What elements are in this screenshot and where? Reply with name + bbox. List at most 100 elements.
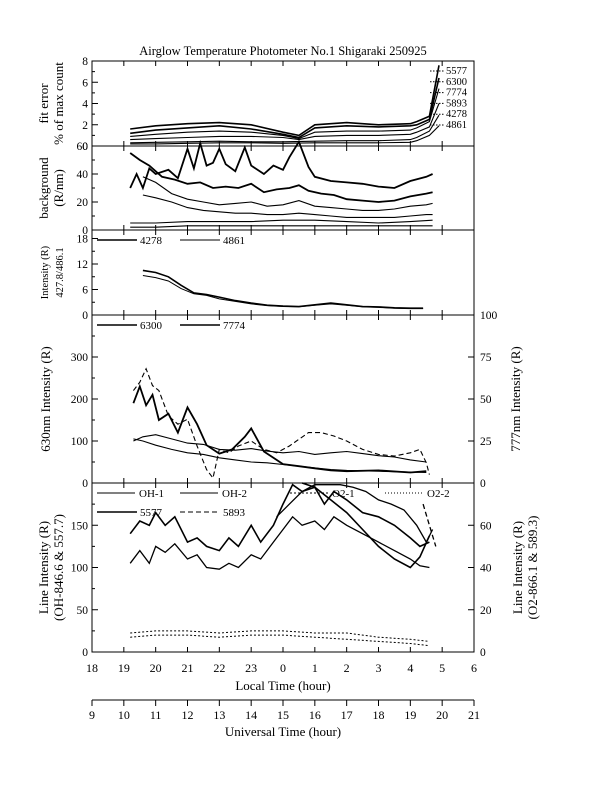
series-line-OH-1	[129, 515, 430, 570]
y-axis-label: fit error	[36, 83, 51, 124]
universal-time-label: Universal Time (hour)	[225, 724, 341, 739]
series-line-s1	[129, 139, 433, 191]
series-label-5577: 5577	[446, 66, 467, 77]
y-axis-label: Line Intensity (R)	[36, 521, 51, 614]
y-tick-label-right: 100	[480, 310, 498, 322]
local-time-axis: 18 19 20 21 22 23 0 1 2 3 4 5 6	[86, 661, 477, 675]
y-tick-label: 100	[71, 563, 89, 575]
x-tick-label: 2	[344, 661, 350, 675]
series-line-4861	[142, 275, 424, 310]
ut-tick-label: 17	[341, 708, 353, 722]
series-label-7774: 7774	[446, 88, 468, 99]
y-axis-label: (OH-846.6 & 557.7)	[51, 514, 66, 621]
y-tick-label: 0	[82, 225, 88, 237]
y-tick-label: 50	[77, 605, 89, 617]
series-line-4278	[142, 269, 424, 309]
y-tick-label: 8	[82, 56, 88, 68]
x-tick-label: 3	[376, 661, 382, 675]
y-tick-label: 100	[71, 436, 89, 448]
y-tick-label: 6	[82, 285, 88, 297]
y-tick-label-right: 75	[480, 352, 492, 364]
legend-label: 5577	[140, 507, 163, 519]
series-line-thin_b	[133, 438, 427, 474]
series-line-4861	[130, 125, 440, 145]
ut-tick-label: 15	[277, 708, 289, 722]
ut-tick-label: 12	[182, 708, 194, 722]
ut-tick-label: 9	[89, 708, 95, 722]
y-axis-label-right: (O2-866.1 & 589.3)	[525, 516, 540, 620]
ut-tick-label: 10	[118, 708, 130, 722]
y-tick-label: 4	[82, 99, 88, 111]
y-tick-label-right: 25	[480, 436, 492, 448]
y-axis-label: % of max count	[51, 62, 66, 145]
y-tick-label: 300	[71, 352, 89, 364]
y-tick-label: 12	[77, 259, 89, 271]
x-tick-label: 6	[471, 661, 477, 675]
ut-tick-label: 16	[309, 708, 321, 722]
panel-background: 0 20 40 60 background (R/nm)	[36, 139, 475, 237]
y-tick-label: 20	[77, 197, 89, 209]
series-label-4278: 4278	[446, 109, 467, 120]
y-tick-label-right: 60	[480, 520, 492, 532]
panel-intensity_630: 0 100 200 300 0 25 50 75 100 630nm Intensity (R) 7…	[38, 310, 523, 490]
series-line-O2-1-dotted	[130, 630, 430, 642]
x-tick-label: 4	[407, 661, 413, 675]
ut-tick-label: 21	[468, 708, 480, 722]
y-tick-label: 40	[77, 169, 89, 181]
y-axis-label: Intensity (R)	[40, 245, 51, 299]
series-line-s4	[142, 194, 433, 218]
y-tick-label-right: 40	[480, 563, 492, 575]
y-axis-label: (R/nm)	[51, 169, 66, 207]
panel-intensity_4278: 0 6 12 18 Intensity (R) 427.8/486.1 4278 4861	[40, 229, 475, 322]
legend-label: OH-2	[222, 488, 247, 500]
ut-tick-label: 18	[373, 708, 385, 722]
legend-label: O2-2	[427, 488, 450, 500]
x-tick-label: 18	[86, 661, 98, 675]
series-line-s3	[142, 176, 433, 211]
series-label-5893: 5893	[446, 98, 467, 109]
ut-tick-label: 11	[150, 708, 162, 722]
series-line-5893	[422, 503, 437, 547]
chart-title: Airglow Temperature Photometer No.1 Shig…	[139, 44, 427, 58]
series-line-5577	[130, 65, 440, 137]
x-tick-label: 5	[439, 661, 445, 675]
series-label-4861: 4861	[446, 120, 467, 131]
legend-label: 7774	[223, 320, 246, 332]
ut-tick-label: 13	[213, 708, 225, 722]
y-tick-label-right: 50	[480, 394, 492, 406]
y-tick-label: 60	[77, 141, 89, 153]
series-line-6300	[130, 77, 440, 139]
series-line-s2	[129, 152, 433, 203]
series-line-O2-2-dotted	[130, 634, 430, 647]
x-tick-label: 19	[118, 661, 130, 675]
series-line-OH-2	[276, 484, 434, 544]
panel-fit_error: 0 2 4 6 8 fit error% of max count 557763007774…	[36, 56, 475, 153]
y-tick-label: 0	[82, 310, 88, 322]
series-line-4278	[130, 114, 440, 144]
legend-label: OH-1	[139, 488, 164, 500]
series-line-6300	[132, 383, 427, 474]
series-line-5577	[129, 483, 430, 552]
ut-tick-label: 14	[245, 708, 257, 722]
y-axis-label: background	[36, 157, 51, 219]
legend-label: O2-1	[332, 488, 355, 500]
series-line-7774	[130, 88, 440, 140]
series-line-thin_a	[133, 434, 427, 463]
legend-label: 6300	[140, 320, 163, 332]
y-axis-label-right: Line Intensity (R)	[510, 521, 525, 614]
legend-label: 4861	[223, 235, 245, 247]
ut-tick-label: 19	[404, 708, 416, 722]
y-axis-label-right: 777nm Intensity (R)	[508, 346, 523, 451]
y-axis-label: 630nm Intensity (R)	[38, 346, 53, 451]
x-tick-label: 1	[312, 661, 318, 675]
y-tick-label: 0	[82, 478, 88, 490]
ut-tick-label: 20	[436, 708, 448, 722]
y-tick-label: 200	[71, 394, 89, 406]
x-tick-label: 23	[245, 661, 257, 675]
x-tick-label: 21	[182, 661, 194, 675]
legend-label: 4278	[140, 235, 163, 247]
series-line-7774_dashed	[132, 367, 430, 480]
y-tick-label-right: 0	[480, 478, 486, 490]
series-line-s6	[130, 225, 433, 228]
